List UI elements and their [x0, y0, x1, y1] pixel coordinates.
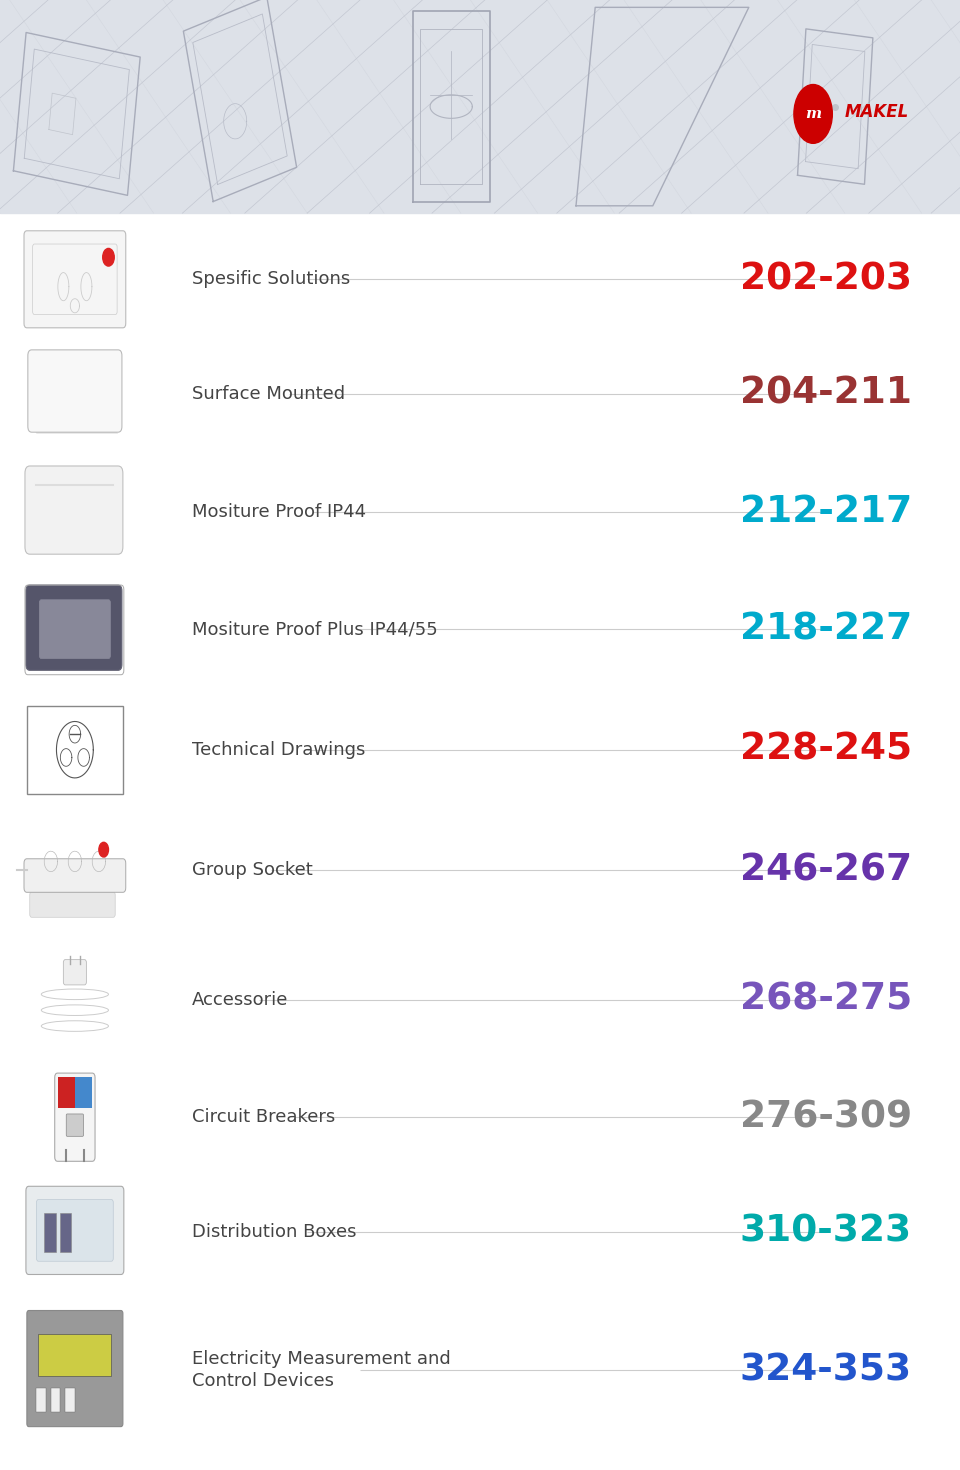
Circle shape [99, 842, 108, 857]
FancyBboxPatch shape [36, 1200, 113, 1261]
Text: m: m [805, 107, 821, 121]
Text: 218-227: 218-227 [740, 612, 912, 647]
Bar [38, 1335, 111, 1376]
Text: Distribution Boxes: Distribution Boxes [192, 1223, 356, 1241]
Text: 204-211: 204-211 [740, 376, 912, 412]
Bar [58, 1076, 75, 1108]
FancyBboxPatch shape [63, 960, 86, 985]
FancyBboxPatch shape [26, 1186, 124, 1274]
Bar [65, 1388, 75, 1411]
Text: Surface Mounted: Surface Mounted [192, 385, 346, 403]
Text: 202-203: 202-203 [740, 262, 912, 297]
Text: Group Socket: Group Socket [192, 861, 313, 879]
Text: MAKEL: MAKEL [845, 103, 909, 122]
Bar [36, 1388, 46, 1411]
FancyBboxPatch shape [30, 892, 115, 917]
Circle shape [103, 248, 114, 266]
FancyBboxPatch shape [27, 1311, 123, 1426]
Text: 324-353: 324-353 [740, 1352, 912, 1388]
Bar [60, 1213, 71, 1252]
Text: Technical Drawings: Technical Drawings [192, 741, 366, 759]
FancyBboxPatch shape [24, 231, 126, 328]
Text: 276-309: 276-309 [740, 1100, 912, 1135]
Bar [27, 706, 123, 794]
Text: Spesific Solutions: Spesific Solutions [192, 270, 350, 288]
FancyBboxPatch shape [25, 466, 123, 554]
Text: Accessorie: Accessorie [192, 991, 288, 1008]
Text: 246-267: 246-267 [740, 853, 912, 888]
Text: 212-217: 212-217 [740, 494, 912, 529]
FancyBboxPatch shape [26, 585, 122, 670]
FancyBboxPatch shape [28, 350, 122, 432]
Text: 228-245: 228-245 [740, 732, 912, 767]
Bar [44, 1213, 56, 1252]
Text: Circuit Breakers: Circuit Breakers [192, 1108, 335, 1126]
Text: 310-323: 310-323 [740, 1214, 912, 1250]
Bar [51, 1388, 60, 1411]
Text: Mositure Proof IP44: Mositure Proof IP44 [192, 503, 366, 520]
Text: 268-275: 268-275 [740, 982, 912, 1017]
FancyBboxPatch shape [39, 600, 110, 659]
FancyBboxPatch shape [55, 1073, 95, 1161]
FancyBboxPatch shape [24, 858, 126, 892]
FancyBboxPatch shape [66, 1114, 84, 1136]
Polygon shape [32, 426, 118, 434]
Bar [75, 1076, 92, 1108]
Bar [0, 0, 960, 213]
Text: Electricity Measurement and
Control Devices: Electricity Measurement and Control Devi… [192, 1349, 451, 1391]
Text: Mositure Proof Plus IP44/55: Mositure Proof Plus IP44/55 [192, 620, 438, 638]
Circle shape [794, 84, 832, 144]
